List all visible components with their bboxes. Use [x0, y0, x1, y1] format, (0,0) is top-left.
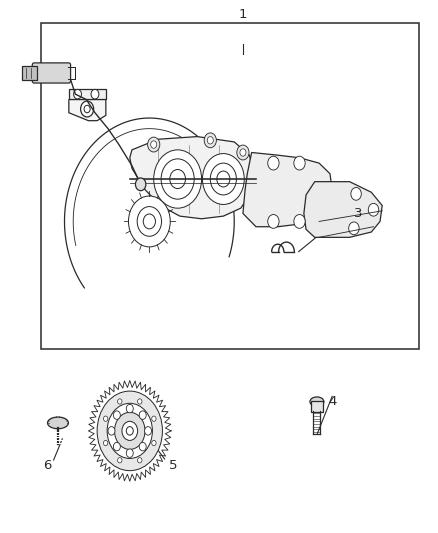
- Circle shape: [103, 440, 108, 446]
- Circle shape: [81, 101, 94, 117]
- Circle shape: [268, 215, 279, 228]
- FancyBboxPatch shape: [311, 401, 323, 413]
- Polygon shape: [69, 100, 106, 120]
- Text: 6: 6: [43, 459, 51, 472]
- Circle shape: [113, 442, 120, 451]
- Circle shape: [108, 426, 115, 435]
- Circle shape: [237, 145, 249, 160]
- Circle shape: [143, 214, 155, 229]
- Circle shape: [202, 154, 244, 205]
- Polygon shape: [304, 182, 382, 237]
- Text: 2: 2: [223, 193, 232, 207]
- Circle shape: [113, 411, 120, 419]
- Polygon shape: [69, 89, 106, 100]
- Bar: [41, 22, 419, 349]
- Circle shape: [139, 411, 146, 419]
- Circle shape: [126, 449, 133, 457]
- Ellipse shape: [47, 417, 68, 429]
- Polygon shape: [243, 152, 332, 227]
- Circle shape: [152, 440, 156, 446]
- Circle shape: [97, 391, 162, 471]
- Circle shape: [84, 106, 90, 113]
- Circle shape: [145, 426, 152, 435]
- Circle shape: [204, 133, 216, 148]
- Circle shape: [118, 458, 122, 463]
- FancyBboxPatch shape: [22, 66, 37, 80]
- Circle shape: [103, 416, 108, 422]
- Circle shape: [138, 399, 142, 404]
- Circle shape: [351, 188, 361, 200]
- Circle shape: [126, 405, 133, 413]
- Circle shape: [349, 222, 359, 235]
- FancyBboxPatch shape: [32, 63, 71, 83]
- Circle shape: [217, 171, 230, 187]
- Circle shape: [74, 90, 81, 99]
- Circle shape: [148, 137, 160, 152]
- Circle shape: [126, 426, 133, 435]
- Text: 5: 5: [169, 459, 177, 472]
- Circle shape: [152, 416, 156, 422]
- Circle shape: [137, 207, 162, 236]
- Circle shape: [161, 159, 194, 199]
- Ellipse shape: [310, 397, 324, 407]
- Polygon shape: [130, 136, 254, 219]
- Circle shape: [139, 442, 146, 451]
- Circle shape: [294, 156, 305, 170]
- Circle shape: [135, 178, 146, 191]
- Text: 3: 3: [354, 207, 363, 220]
- Circle shape: [107, 403, 152, 458]
- Circle shape: [294, 215, 305, 228]
- Circle shape: [368, 204, 379, 216]
- Circle shape: [151, 141, 157, 148]
- Circle shape: [210, 163, 237, 195]
- Circle shape: [240, 149, 246, 156]
- Circle shape: [128, 196, 170, 247]
- Circle shape: [268, 156, 279, 170]
- Text: 4: 4: [328, 395, 336, 408]
- Circle shape: [118, 399, 122, 404]
- Circle shape: [115, 413, 145, 449]
- Circle shape: [207, 136, 213, 144]
- Circle shape: [122, 421, 138, 440]
- Circle shape: [154, 150, 201, 208]
- Circle shape: [170, 169, 185, 189]
- Circle shape: [91, 90, 99, 99]
- Text: 1: 1: [239, 8, 247, 21]
- Circle shape: [138, 458, 142, 463]
